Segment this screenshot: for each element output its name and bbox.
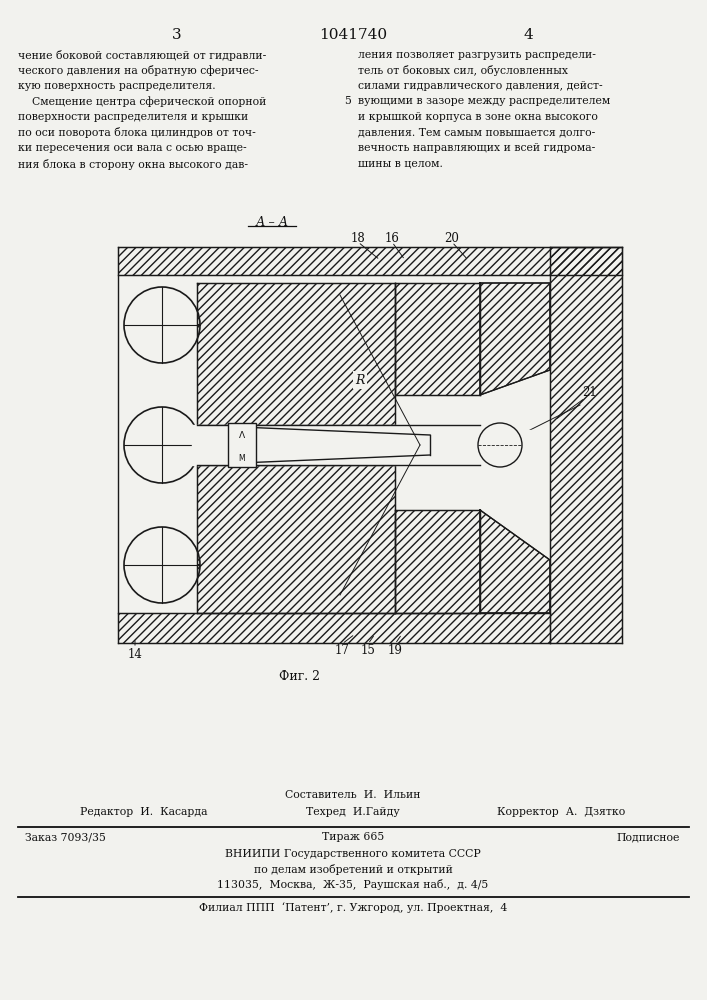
Text: Филиал ППП  ‘Патент’, г. Ужгород, ул. Проектная,  4: Филиал ППП ‘Патент’, г. Ужгород, ул. Про… [199, 902, 507, 913]
Text: 21: 21 [583, 386, 597, 399]
Text: ВНИИПИ Государственного комитета СССР: ВНИИПИ Государственного комитета СССР [225, 849, 481, 859]
Text: поверхности распределителя и крышки: поверхности распределителя и крышки [18, 112, 248, 122]
Text: ки пересечения оси вала с осью враще-: ки пересечения оси вала с осью враще- [18, 143, 247, 153]
Text: и крышкой корпуса в зоне окна высокого: и крышкой корпуса в зоне окна высокого [358, 112, 598, 122]
Text: Корректор  А.  Дзятко: Корректор А. Дзятко [497, 807, 625, 817]
Text: Составитель  И.  Ильин: Составитель И. Ильин [285, 790, 421, 800]
Text: Техред  И.Гайду: Техред И.Гайду [306, 807, 400, 817]
Bar [228, 423, 256, 467]
Text: вечность направляющих и всей гидрома-: вечность направляющих и всей гидрома- [358, 143, 595, 153]
Text: А – А: А – А [255, 216, 288, 229]
Text: по делам изобретений и открытий: по делам изобретений и открытий [254, 864, 452, 875]
Text: 14: 14 [127, 648, 142, 662]
Text: по оси поворота блока цилиндров от точ-: по оси поворота блока цилиндров от точ- [18, 127, 256, 138]
Text: вующими в зазоре между распределителем: вующими в зазоре между распределителем [358, 97, 610, 106]
Text: Λ: Λ [239, 431, 245, 440]
Text: 15: 15 [361, 644, 375, 656]
Text: 17: 17 [334, 644, 349, 656]
Text: 19: 19 [387, 644, 402, 656]
Text: силами гидравлического давления, дейст-: силами гидравлического давления, дейст- [358, 81, 602, 91]
Text: шины в целом.: шины в целом. [358, 158, 443, 168]
Text: 4: 4 [523, 28, 533, 42]
Text: 20: 20 [445, 232, 460, 244]
Text: Тираж 665: Тираж 665 [322, 832, 384, 842]
Text: 3: 3 [173, 28, 182, 42]
Text: чение боковой составляющей от гидравли-: чение боковой составляющей от гидравли- [18, 50, 267, 61]
Text: давления. Тем самым повышается долго-: давления. Тем самым повышается долго- [358, 127, 595, 137]
Text: ческого давления на обратную сферичес-: ческого давления на обратную сферичес- [18, 66, 259, 77]
Text: 113035,  Москва,  Ж-35,  Раушская наб.,  д. 4/5: 113035, Москва, Ж-35, Раушская наб., д. … [217, 879, 489, 890]
Text: Заказ 7093/35: Заказ 7093/35 [25, 832, 106, 842]
Text: Смещение центра сферической опорной: Смещение центра сферической опорной [18, 97, 267, 107]
Text: 18: 18 [351, 232, 366, 244]
Text: Редактор  И.  Касарда: Редактор И. Касарда [80, 807, 207, 817]
Text: ния блока в сторону окна высокого дав-: ния блока в сторону окна высокого дав- [18, 158, 248, 169]
Text: M: M [239, 454, 245, 463]
Text: кую поверхность распределителя.: кую поверхность распределителя. [18, 81, 216, 91]
Text: 5: 5 [344, 97, 351, 106]
Text: Фиг. 2: Фиг. 2 [279, 670, 320, 683]
Text: тель от боковых сил, обусловленных: тель от боковых сил, обусловленных [358, 66, 568, 77]
Text: R: R [356, 373, 365, 386]
Text: ления позволяет разгрузить распредели-: ления позволяет разгрузить распредели- [358, 50, 596, 60]
Text: Подписное: Подписное [617, 832, 680, 842]
Text: 16: 16 [385, 232, 399, 244]
Text: 1041740: 1041740 [319, 28, 387, 42]
